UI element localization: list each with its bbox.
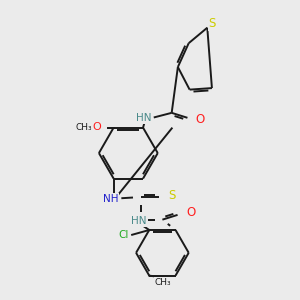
Text: CH₃: CH₃ [154,278,171,287]
Text: O: O [196,113,205,126]
Text: HN: HN [136,113,152,123]
Text: CH₃: CH₃ [76,122,92,131]
Text: Cl: Cl [118,230,129,240]
Text: HN: HN [131,216,147,226]
Text: S: S [169,189,176,202]
Text: NH: NH [103,194,118,204]
Text: O: O [186,206,196,219]
Text: S: S [208,17,216,31]
Text: O: O [92,122,101,132]
